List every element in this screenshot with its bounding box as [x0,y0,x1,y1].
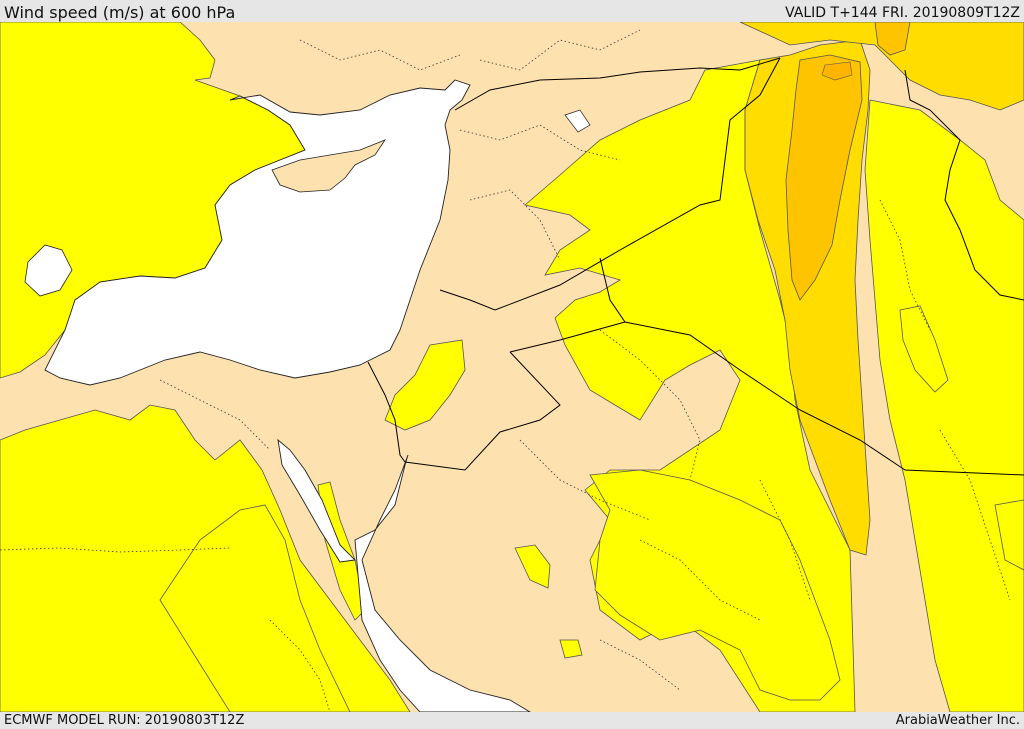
sea-red-sea [354,454,531,712]
wind-area-small-3 [559,639,583,659]
sea-gulf-of-suez [277,438,356,563]
wind-area-small-2 [899,305,949,393]
map-canvas [0,22,1024,712]
map-title: Wind speed (m/s) at 600 hPa [4,3,236,22]
wind-area-core-max [821,61,853,81]
border-jordan-iraq [509,321,626,353]
island-cyprus [271,139,387,193]
wind-area-iran [864,99,1024,712]
border-jordan-saudi [439,57,781,311]
border-saudi-north [404,351,561,471]
wind-speed-map [0,22,1024,712]
wind-area-small-4 [994,499,1024,571]
valid-time-label: VALID T+144 FRI. 20190809T12Z [785,5,1020,21]
wind-band-3-areas [785,22,911,301]
wind-area-small-1 [514,544,551,589]
wind-area-ne-inner [874,22,911,56]
header-bar: Wind speed (m/s) at 600 hPa VALID T+144 … [0,0,1024,22]
island-white-hole [24,244,73,297]
border-iraq-iran [904,69,1024,301]
wind-area-najd [589,469,841,701]
wind-area-ne-outer [739,22,1024,111]
model-run-label: ECMWF MODEL RUN: 20190803T12Z [4,713,245,728]
province-borders [0,29,1011,712]
wind-area-core-inner [785,54,863,301]
footer-bar: ECMWF MODEL RUN: 20190803T12Z ArabiaWeat… [0,712,1024,729]
lake-van [564,109,591,133]
wind-area-upper-egypt [159,504,351,712]
wind-area-jordan-valley [384,339,466,431]
country-borders [367,57,1024,476]
credit-label: ArabiaWeather Inc. [895,713,1020,728]
border-israel [367,361,406,463]
wind-band-1-areas [0,22,1024,712]
border-turkey-syria [454,57,781,111]
wind-band-4-areas [821,61,853,81]
border-syria-iraq [599,257,1024,476]
